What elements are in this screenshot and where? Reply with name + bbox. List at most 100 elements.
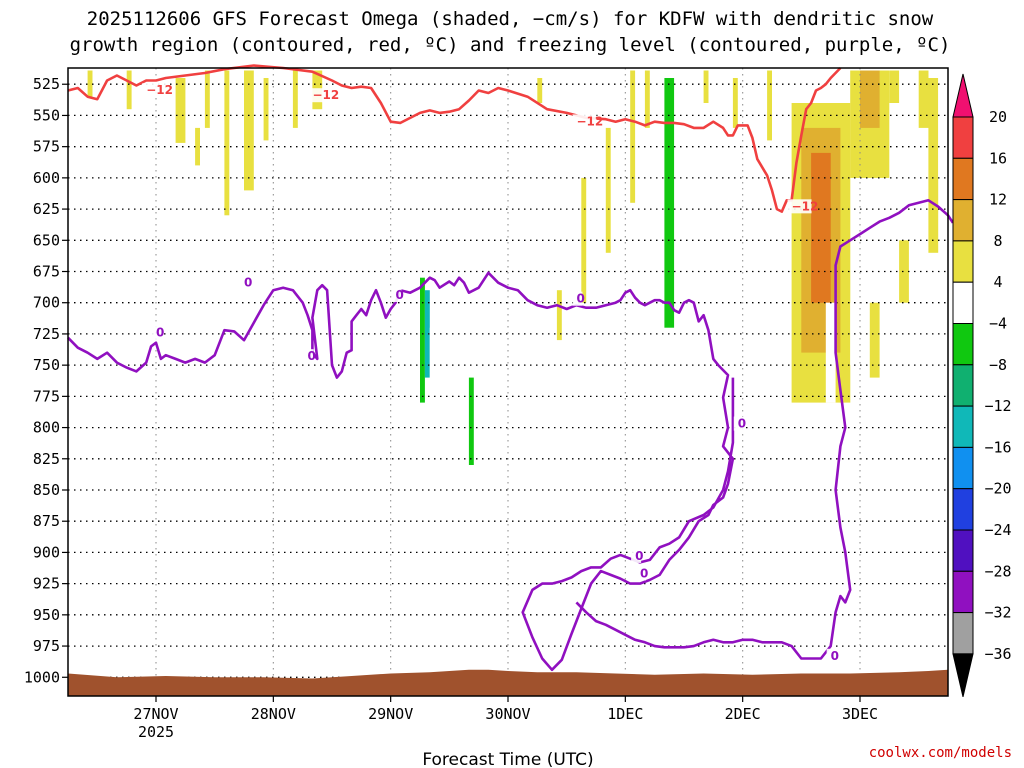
contour-label-bg <box>636 566 646 581</box>
y-tick-label: 825 <box>33 450 60 468</box>
contour-label-bg <box>826 648 837 663</box>
x-tick-label: 29NOV <box>368 705 413 723</box>
omega-cell <box>869 302 880 378</box>
contour-label-bg <box>303 349 314 364</box>
contour-label: 0 <box>156 325 164 339</box>
contour-label: 0 <box>635 549 643 563</box>
colorbar-swatch <box>952 612 974 655</box>
omega-cell <box>713 127 724 303</box>
omega-cell <box>195 127 200 166</box>
omega-cell <box>918 70 929 128</box>
contour-label: −12 <box>146 83 173 97</box>
omega-cell <box>772 177 782 253</box>
contour-lines: −12 −12 −12 −12 0 0 0 0 0 0 0 0 0 <box>67 64 954 672</box>
colorbar-label: 4 <box>993 273 1002 291</box>
omega-cell <box>605 127 611 253</box>
omega-cell <box>160 134 166 540</box>
omega-cell <box>449 352 460 553</box>
omega-cell <box>468 377 474 465</box>
contour-label: 0 <box>831 649 839 663</box>
omega-cell <box>938 70 944 178</box>
omega-cell <box>126 70 132 110</box>
omega-cell <box>508 302 518 603</box>
omega-cell <box>674 70 684 590</box>
terrain-ground <box>68 669 948 696</box>
contour-label-bg <box>152 325 162 340</box>
x-tick-label: 28NOV <box>251 705 296 723</box>
colorbar-swatch <box>952 323 974 366</box>
omega-cell <box>693 70 704 291</box>
omega-cell <box>175 78 186 143</box>
omega-cell <box>742 277 753 403</box>
omega-cell <box>899 240 909 303</box>
omega-cell <box>424 290 430 378</box>
omega-cell <box>429 327 440 453</box>
omega-cell <box>850 302 856 366</box>
omega-cell <box>825 302 836 403</box>
omega-cell <box>556 290 562 341</box>
chart-title-line-1: 2025112606 GFS Forecast Omega (shaded, −… <box>87 8 934 30</box>
y-tick-label: 550 <box>33 106 60 124</box>
colorbar-label: 8 <box>993 232 1002 250</box>
omega-cell <box>928 78 939 253</box>
omega-cell <box>664 78 675 328</box>
omega-cell <box>263 78 269 141</box>
contour-label: 0 <box>738 417 746 431</box>
omega-cell <box>292 70 298 128</box>
omega-cell <box>478 290 489 553</box>
omega-cell <box>170 152 176 540</box>
contour-line <box>575 199 954 660</box>
colorbar-bottom-triangle <box>952 653 974 698</box>
colorbar-swatch <box>952 446 974 490</box>
colorbar-swatch <box>952 199 974 242</box>
y-tick-label: 850 <box>33 481 60 499</box>
contour-label: −12 <box>792 199 819 213</box>
contour-label-bg <box>631 548 642 563</box>
colorbar: 20 16 12 8 4 −4 −8 −12 −16 −20 −24 −28 −32 −36 <box>952 73 1012 698</box>
omega-cell <box>889 70 900 103</box>
y-tick-label: 750 <box>33 356 60 374</box>
omega-cell <box>488 302 499 578</box>
x-tick-label: 2DEC <box>725 705 761 723</box>
omega-cell <box>395 215 411 540</box>
omega-cell <box>684 70 689 203</box>
omega-cell <box>781 70 792 103</box>
contour-label-bg <box>572 114 597 129</box>
omega-cell <box>537 78 543 328</box>
omega-cell <box>420 277 425 403</box>
omega-cell <box>224 70 230 216</box>
y-tick-label: 725 <box>33 325 60 343</box>
omega-cell <box>97 265 103 291</box>
y-tick-label: 575 <box>33 138 60 156</box>
omega-cell <box>703 70 709 103</box>
colorbar-label: −36 <box>984 645 1011 663</box>
x-tick-sublabel: 2025 <box>138 723 174 741</box>
colorbar-label: −24 <box>984 521 1011 539</box>
contour-label-bg <box>787 199 812 214</box>
contour-label: 0 <box>308 349 316 363</box>
colorbar-label: 20 <box>989 108 1007 126</box>
contour-label: −12 <box>576 114 603 128</box>
y-tick-label: 925 <box>33 575 60 593</box>
x-axis-title: Forecast Time (UTC) <box>422 750 593 768</box>
chart-title-line-2: growth region (contoured, red, ºC) and f… <box>70 34 951 56</box>
omega-cell <box>527 352 533 428</box>
omega-cell <box>860 70 880 128</box>
x-tick-label: 3DEC <box>842 705 878 723</box>
omega-cell <box>654 70 665 503</box>
contour-label: 0 <box>640 566 648 580</box>
plot-area: −12 −12 −12 −12 0 0 0 0 0 0 0 0 0 <box>67 64 954 697</box>
y-tick-label: 675 <box>33 263 60 281</box>
y-tick-label: 775 <box>33 387 60 405</box>
omega-cell <box>410 127 416 303</box>
y-tick-label: 625 <box>33 200 60 218</box>
omega-cell <box>752 390 763 478</box>
omega-cell <box>537 78 543 103</box>
x-tick-label: 1DEC <box>607 705 643 723</box>
colorbar-swatch <box>952 240 974 283</box>
y-tick-label: 875 <box>33 512 60 530</box>
contour-label: −12 <box>312 88 339 102</box>
y-tick-label: 1000 <box>24 668 60 686</box>
